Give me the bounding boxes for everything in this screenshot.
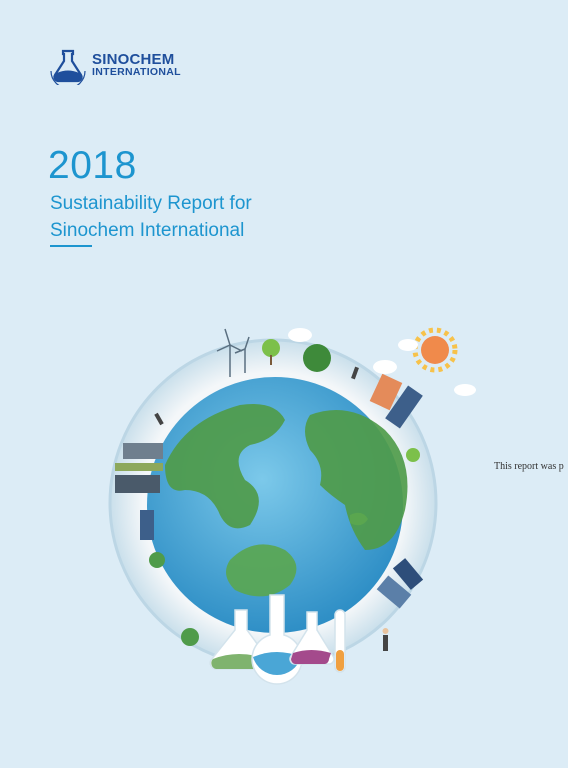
flask-logo-icon <box>50 49 86 85</box>
side-note-text: This report was p <box>494 461 564 472</box>
report-title-line2: Sinochem International <box>50 220 245 241</box>
tree-left <box>149 552 165 568</box>
cloud-icon <box>288 328 476 396</box>
tree-bottom <box>181 628 199 646</box>
report-title-line1: Sustainability Report for <box>50 193 252 214</box>
sinochem-logo: SINOCHEM INTERNATIONAL <box>48 47 181 85</box>
person-icon <box>154 366 389 651</box>
wind-turbine-icon <box>216 328 250 377</box>
tree-top <box>262 339 280 357</box>
report-title: Sustainability Report for Sinochem Inter… <box>50 190 252 244</box>
earth-illustration <box>108 327 476 685</box>
globe <box>147 377 408 633</box>
continent-left <box>165 404 285 529</box>
continent-bottom <box>226 544 297 597</box>
title-underline <box>50 245 92 247</box>
hill-bush <box>303 344 331 372</box>
report-year: 2018 <box>48 144 137 187</box>
continent-right <box>305 410 408 550</box>
factory-icon <box>115 443 163 540</box>
city-buildings-icon <box>369 373 424 609</box>
brand-name-line1: SINOCHEM <box>92 51 175 68</box>
brand-name-line2: INTERNATIONAL <box>92 66 181 78</box>
sun-icon <box>412 327 458 373</box>
lab-flasks-icon <box>209 594 346 685</box>
island <box>350 512 368 526</box>
